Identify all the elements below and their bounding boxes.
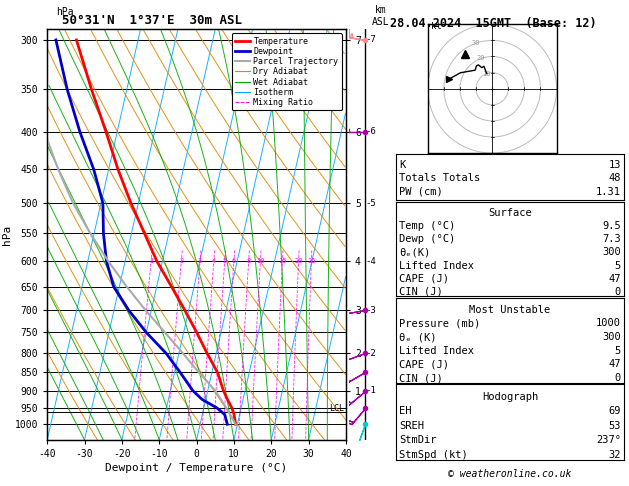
X-axis label: Dewpoint / Temperature (°C): Dewpoint / Temperature (°C) — [106, 463, 287, 473]
Text: 237°: 237° — [596, 435, 621, 445]
Text: 5: 5 — [615, 346, 621, 356]
Text: 69: 69 — [608, 406, 621, 416]
Text: 25: 25 — [307, 258, 316, 264]
Text: 3: 3 — [198, 258, 202, 264]
Text: 20: 20 — [477, 55, 486, 61]
Text: © weatheronline.co.uk: © weatheronline.co.uk — [448, 469, 572, 479]
Text: 300: 300 — [602, 247, 621, 258]
Text: 50°31'N  1°37'E  30m ASL: 50°31'N 1°37'E 30m ASL — [47, 14, 242, 27]
Text: Most Unstable: Most Unstable — [469, 305, 551, 314]
Text: K: K — [399, 160, 406, 170]
Text: 7.3: 7.3 — [602, 234, 621, 244]
Text: 4: 4 — [212, 258, 216, 264]
Text: -7: -7 — [366, 35, 377, 45]
Text: 32: 32 — [608, 450, 621, 460]
Text: StmDir: StmDir — [399, 435, 437, 445]
Legend: Temperature, Dewpoint, Parcel Trajectory, Dry Adiabat, Wet Adiabat, Isotherm, Mi: Temperature, Dewpoint, Parcel Trajectory… — [231, 34, 342, 110]
Text: 47: 47 — [608, 360, 621, 369]
Text: 47: 47 — [608, 274, 621, 284]
Text: Surface: Surface — [488, 208, 532, 218]
Text: Dewp (°C): Dewp (°C) — [399, 234, 455, 244]
Text: θₑ (K): θₑ (K) — [399, 332, 437, 342]
Text: PW (cm): PW (cm) — [399, 187, 443, 196]
Text: Hodograph: Hodograph — [482, 392, 538, 402]
Text: 1: 1 — [149, 258, 153, 264]
Text: CAPE (J): CAPE (J) — [399, 360, 449, 369]
Y-axis label: hPa: hPa — [2, 225, 12, 244]
Text: CIN (J): CIN (J) — [399, 373, 443, 383]
Text: Totals Totals: Totals Totals — [399, 173, 481, 183]
Text: 5: 5 — [223, 258, 227, 264]
Text: -3: -3 — [366, 306, 377, 315]
Text: Temp (°C): Temp (°C) — [399, 221, 455, 231]
Text: SREH: SREH — [399, 421, 425, 431]
Text: -5: -5 — [366, 198, 377, 208]
Text: CIN (J): CIN (J) — [399, 287, 443, 297]
Text: 48: 48 — [608, 173, 621, 183]
Text: θₑ(K): θₑ(K) — [399, 247, 431, 258]
Text: 300: 300 — [602, 332, 621, 342]
Text: hPa: hPa — [57, 7, 74, 17]
Text: 9.5: 9.5 — [602, 221, 621, 231]
Text: 1.31: 1.31 — [596, 187, 621, 196]
Text: 2: 2 — [179, 258, 184, 264]
Text: 1000: 1000 — [596, 318, 621, 329]
Text: 8: 8 — [247, 258, 251, 264]
Text: kt: kt — [431, 22, 442, 31]
Text: 53: 53 — [608, 421, 621, 431]
Text: LCL: LCL — [329, 404, 344, 413]
Text: Lifted Index: Lifted Index — [399, 260, 474, 271]
Text: -2: -2 — [366, 348, 377, 358]
Text: 15: 15 — [278, 258, 287, 264]
Text: -1: -1 — [366, 386, 377, 395]
Text: 0: 0 — [615, 287, 621, 297]
Text: km
ASL: km ASL — [372, 5, 389, 27]
Text: EH: EH — [399, 406, 412, 416]
Text: 20: 20 — [294, 258, 303, 264]
Text: 13: 13 — [608, 160, 621, 170]
Text: Lifted Index: Lifted Index — [399, 346, 474, 356]
Text: 0: 0 — [615, 373, 621, 383]
Text: -6: -6 — [366, 127, 377, 136]
Text: 30: 30 — [471, 40, 480, 46]
Text: 6: 6 — [231, 258, 236, 264]
Text: 10: 10 — [256, 258, 265, 264]
Text: 28.04.2024  15GMT  (Base: 12): 28.04.2024 15GMT (Base: 12) — [391, 17, 597, 30]
Text: 5: 5 — [615, 260, 621, 271]
Text: StmSpd (kt): StmSpd (kt) — [399, 450, 468, 460]
Text: 10: 10 — [482, 70, 491, 77]
Text: CAPE (J): CAPE (J) — [399, 274, 449, 284]
Text: -4: -4 — [366, 257, 377, 266]
Text: Pressure (mb): Pressure (mb) — [399, 318, 481, 329]
